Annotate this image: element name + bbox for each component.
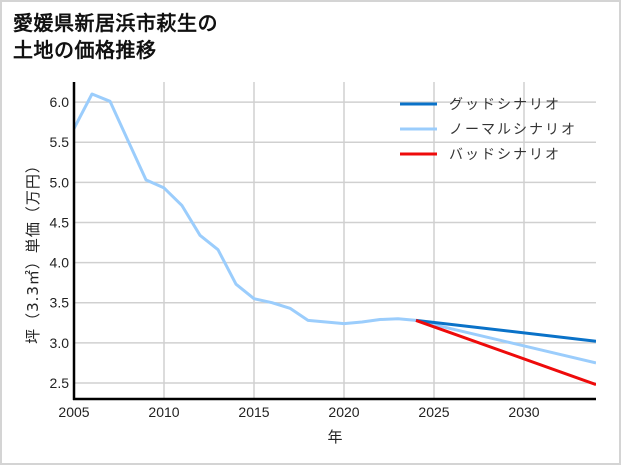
y-tick-label: 5.0 [50, 174, 70, 190]
chart-title-line2: 土地の価格推移 [13, 38, 157, 62]
series-line [74, 92, 596, 365]
x-axis-label: 年 [327, 428, 342, 446]
legend-item-normal: ノーマルシナリオ [400, 122, 577, 138]
legend-item-bad: バッドシナリオ [400, 147, 561, 163]
x-tick-label: 2015 [238, 404, 269, 420]
y-tick-label: 3.5 [50, 295, 70, 311]
axes [72, 82, 596, 401]
series-lines [74, 92, 596, 387]
x-tick-label: 2005 [58, 404, 89, 420]
series-line [415, 318, 596, 343]
y-tick-label: 3.0 [50, 335, 70, 351]
x-tick-label: 2030 [508, 404, 539, 420]
y-tick-label: 5.5 [50, 134, 70, 150]
y-tick-label: 6.0 [50, 94, 70, 110]
y-tick-label: 4.0 [50, 255, 70, 271]
series-line [415, 318, 596, 387]
legend-label: グッドシナリオ [449, 97, 561, 113]
x-tick-label: 2010 [148, 404, 179, 420]
x-tick-label: 2020 [328, 404, 359, 420]
tick-labels: 2005 2010 2015 2020 2025 2030 2.5 3.0 3.5 4.0 4.5 5… [50, 94, 540, 420]
legend-item-good: グッドシナリオ [400, 97, 561, 113]
y-tick-label: 4.5 [50, 214, 70, 230]
x-tick-label: 2025 [418, 404, 449, 420]
legend-label: バッドシナリオ [449, 147, 561, 163]
legend-label: ノーマルシナリオ [449, 122, 577, 138]
y-tick-label: 2.5 [50, 375, 70, 391]
chart-title: 愛媛県新居浜市萩生の 土地の価格推移 [13, 10, 218, 64]
chart-title-line1: 愛媛県新居浜市萩生の [13, 11, 218, 35]
y-axis-label: 坪（3.3㎡）単価（万円） [24, 157, 42, 344]
